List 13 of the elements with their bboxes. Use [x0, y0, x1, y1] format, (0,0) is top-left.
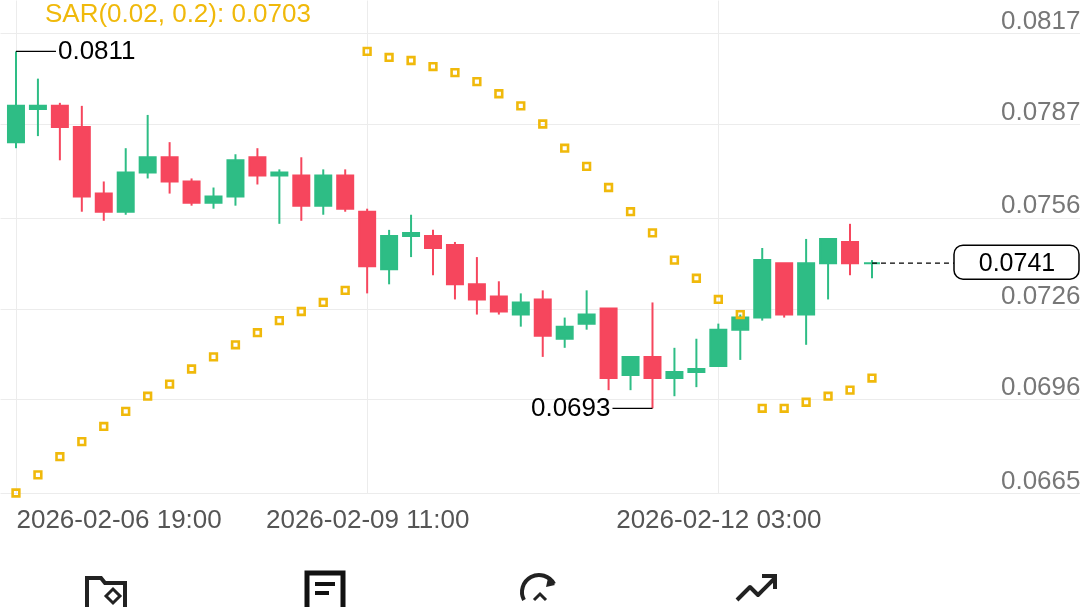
annotation: 0.0811 — [57, 35, 136, 66]
ref-line-label: 0.0741 — [978, 248, 1056, 277]
x-tick-label: 2026-02-06 19:00 — [16, 503, 222, 534]
y-tick-label: 0.0665 — [1000, 464, 1080, 495]
x-tick-label: 2026-02-12 03:00 — [616, 503, 822, 534]
y-tick-label: 0.0756 — [1000, 189, 1080, 220]
x-tick-label: 2026-02-09 11:00 — [265, 503, 470, 534]
annotation: 0.0693 — [530, 392, 611, 423]
y-tick-label: 0.0726 — [1000, 280, 1080, 310]
y-tick-label: 0.0787 — [1000, 95, 1080, 126]
y-tick-label: 0.0817 — [1000, 4, 1080, 35]
y-tick-label: 0.0696 — [1000, 370, 1080, 401]
text: SAR(0.02, 0.2): 0.0703 — [45, 0, 311, 28]
